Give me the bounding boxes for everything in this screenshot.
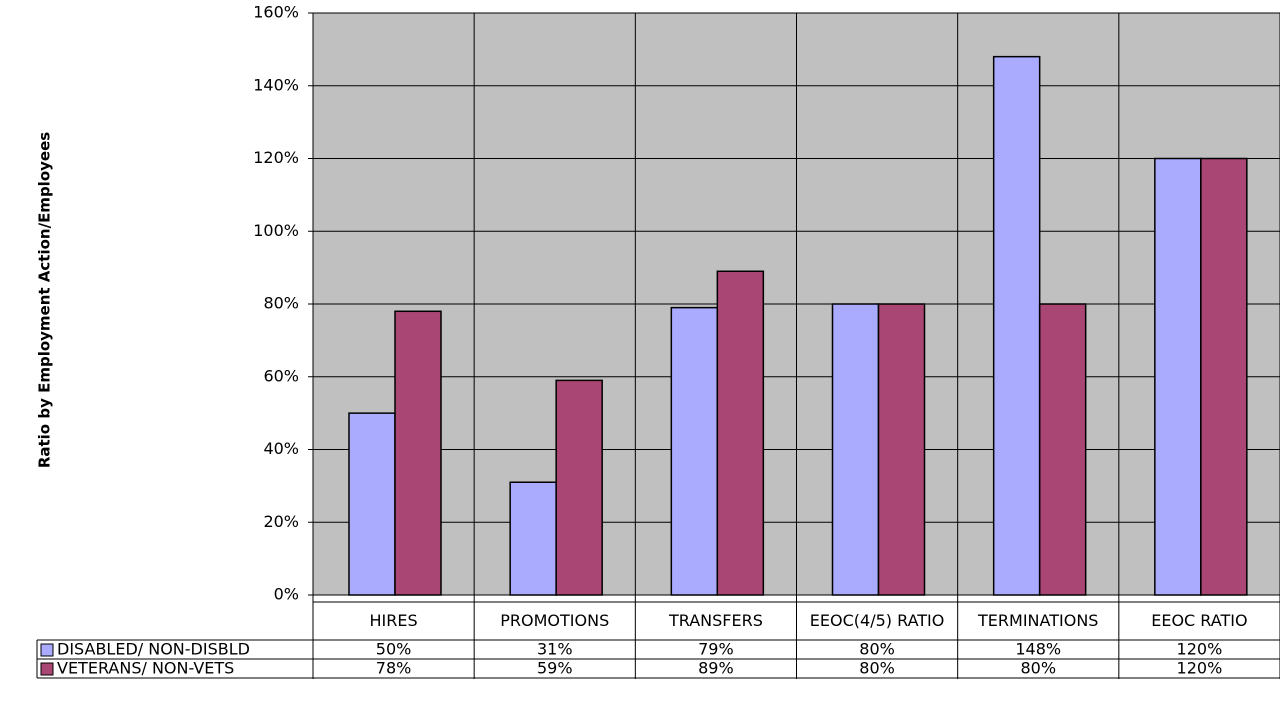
- bar: [716, 270, 765, 596]
- value-label: 79%: [698, 640, 734, 659]
- value-label: 50%: [376, 640, 412, 659]
- value-label: 80%: [859, 640, 895, 659]
- y-tick-label: 60%: [263, 366, 299, 385]
- y-tick-label: 120%: [253, 148, 299, 167]
- y-tick-label: 100%: [253, 221, 299, 240]
- y-axis-title: Ratio by Employment Action/Employees: [36, 132, 54, 468]
- y-tick-label: 80%: [263, 294, 299, 313]
- bar: [877, 303, 926, 596]
- legend-label: DISABLED/ NON-DISBLD: [57, 640, 250, 659]
- value-label: 148%: [1015, 640, 1061, 659]
- y-tick-label: 0%: [274, 585, 299, 604]
- x-tick-label: TERMINATIONS: [978, 611, 1099, 630]
- legend-label: VETERANS/ NON-VETS: [57, 659, 234, 678]
- bar: [831, 303, 880, 596]
- x-tick-label: EEOC RATIO: [1151, 611, 1248, 630]
- bar: [670, 306, 719, 596]
- bar: [394, 310, 442, 596]
- y-tick-label: 140%: [253, 75, 299, 94]
- value-label: 89%: [698, 659, 734, 678]
- value-label: 120%: [1177, 640, 1223, 659]
- y-tick-label: 20%: [263, 512, 299, 531]
- bar: [555, 379, 603, 596]
- value-label: 120%: [1177, 659, 1223, 678]
- value-label: 80%: [859, 659, 895, 678]
- legend-key: [40, 643, 54, 657]
- legend-key: [40, 662, 54, 676]
- bar: [1200, 157, 1248, 596]
- x-tick-label: HIRES: [369, 611, 418, 630]
- bar: [992, 55, 1041, 596]
- x-tick-label: PROMOTIONS: [500, 611, 610, 630]
- y-tick-label: 40%: [263, 439, 299, 458]
- x-tick-label: EEOC(4/5) RATIO: [809, 611, 945, 630]
- bar: [1154, 157, 1202, 596]
- x-tick-label: TRANSFERS: [668, 611, 763, 630]
- y-tick-label: 160%: [253, 3, 299, 22]
- bar: [1038, 303, 1087, 596]
- value-label: 31%: [537, 640, 573, 659]
- value-label: 80%: [1020, 659, 1056, 678]
- value-label: 59%: [537, 659, 573, 678]
- bar: [348, 412, 396, 596]
- bar: [509, 481, 557, 596]
- value-label: 78%: [376, 659, 412, 678]
